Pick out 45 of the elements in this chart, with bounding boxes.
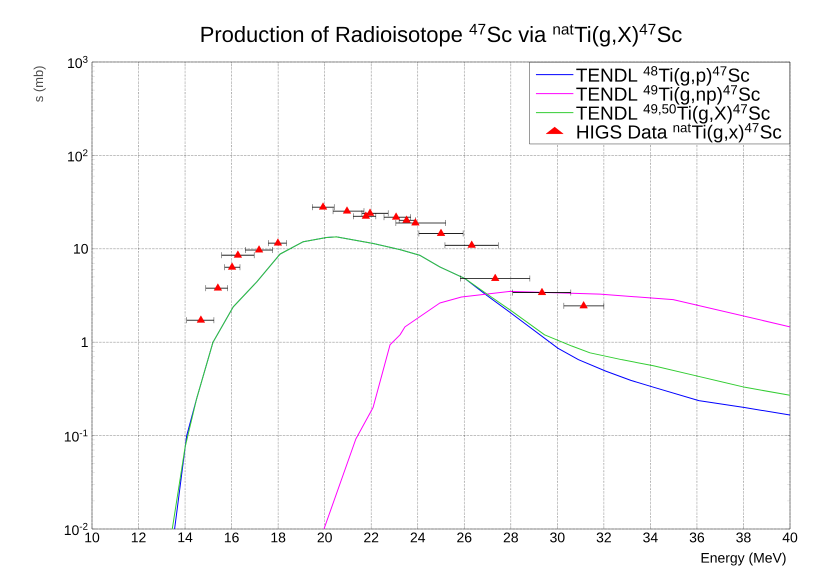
point [342, 206, 352, 214]
x-tick-label: 14 [178, 532, 192, 542]
point [318, 202, 328, 210]
x-tick-label: 12 [132, 532, 146, 542]
y-tick-label: 10 [74, 244, 88, 254]
y-tick-label: 10$^{2}$ [68, 149, 88, 162]
y-tick-label: 10$^{-1}$ [64, 430, 88, 442]
y-axis-title: s (mb) [34, 66, 46, 102]
point [491, 274, 500, 281]
x-tick-label: 28 [504, 532, 518, 542]
chart-title: Production of Radioisotope $^{47}$Sc via $^{nat}$Ti(g,X)$^{47}$Sc [202, 24, 682, 46]
point [580, 301, 588, 308]
line-series [323, 290, 790, 530]
y-tick-label: 10$^{3}$ [68, 56, 88, 68]
x-tick-label: 16 [224, 532, 239, 542]
x-axis-title: Energy (MeV) [702, 552, 786, 566]
x-tick-label: 36 [690, 532, 704, 542]
y-tick-label: 1 [82, 337, 88, 347]
x-tick-label: 10 [85, 532, 100, 542]
point [538, 288, 546, 296]
x-tick-label: 40 [782, 532, 798, 542]
point [392, 212, 400, 220]
x-tick-label: 38 [736, 532, 751, 542]
x-tick-label: 20 [318, 532, 332, 542]
point [196, 316, 205, 323]
legend-label: TENDL $^{49,50}$Ti(g,X)$^{47}$Sc [576, 104, 770, 124]
legend-label: TENDL $^{48}$Ti(g,p)$^{47}$Sc [576, 66, 750, 86]
y-tick-label: 10$^{-2}$ [64, 522, 88, 536]
point [214, 283, 222, 291]
point [234, 250, 242, 258]
point [402, 216, 411, 223]
point [468, 240, 476, 248]
point [254, 245, 264, 252]
legend-label: HIGS Data $^{nat}$Ti(g,x)$^{47}$Sc [577, 123, 782, 142]
legend-label: TENDL $^{49}$Ti(g,np)$^{47}$Sc [576, 85, 760, 105]
x-tick-label: 26 [457, 532, 472, 542]
x-tick-label: 32 [596, 532, 611, 542]
point [274, 238, 282, 246]
x-tick-label: 18 [271, 532, 286, 542]
point [228, 262, 236, 270]
point [436, 228, 446, 236]
x-tick-label: 24 [410, 532, 426, 542]
x-tick-label: 22 [364, 532, 378, 542]
x-tick-label: 30 [550, 532, 565, 542]
x-tick-label: 34 [643, 532, 658, 542]
